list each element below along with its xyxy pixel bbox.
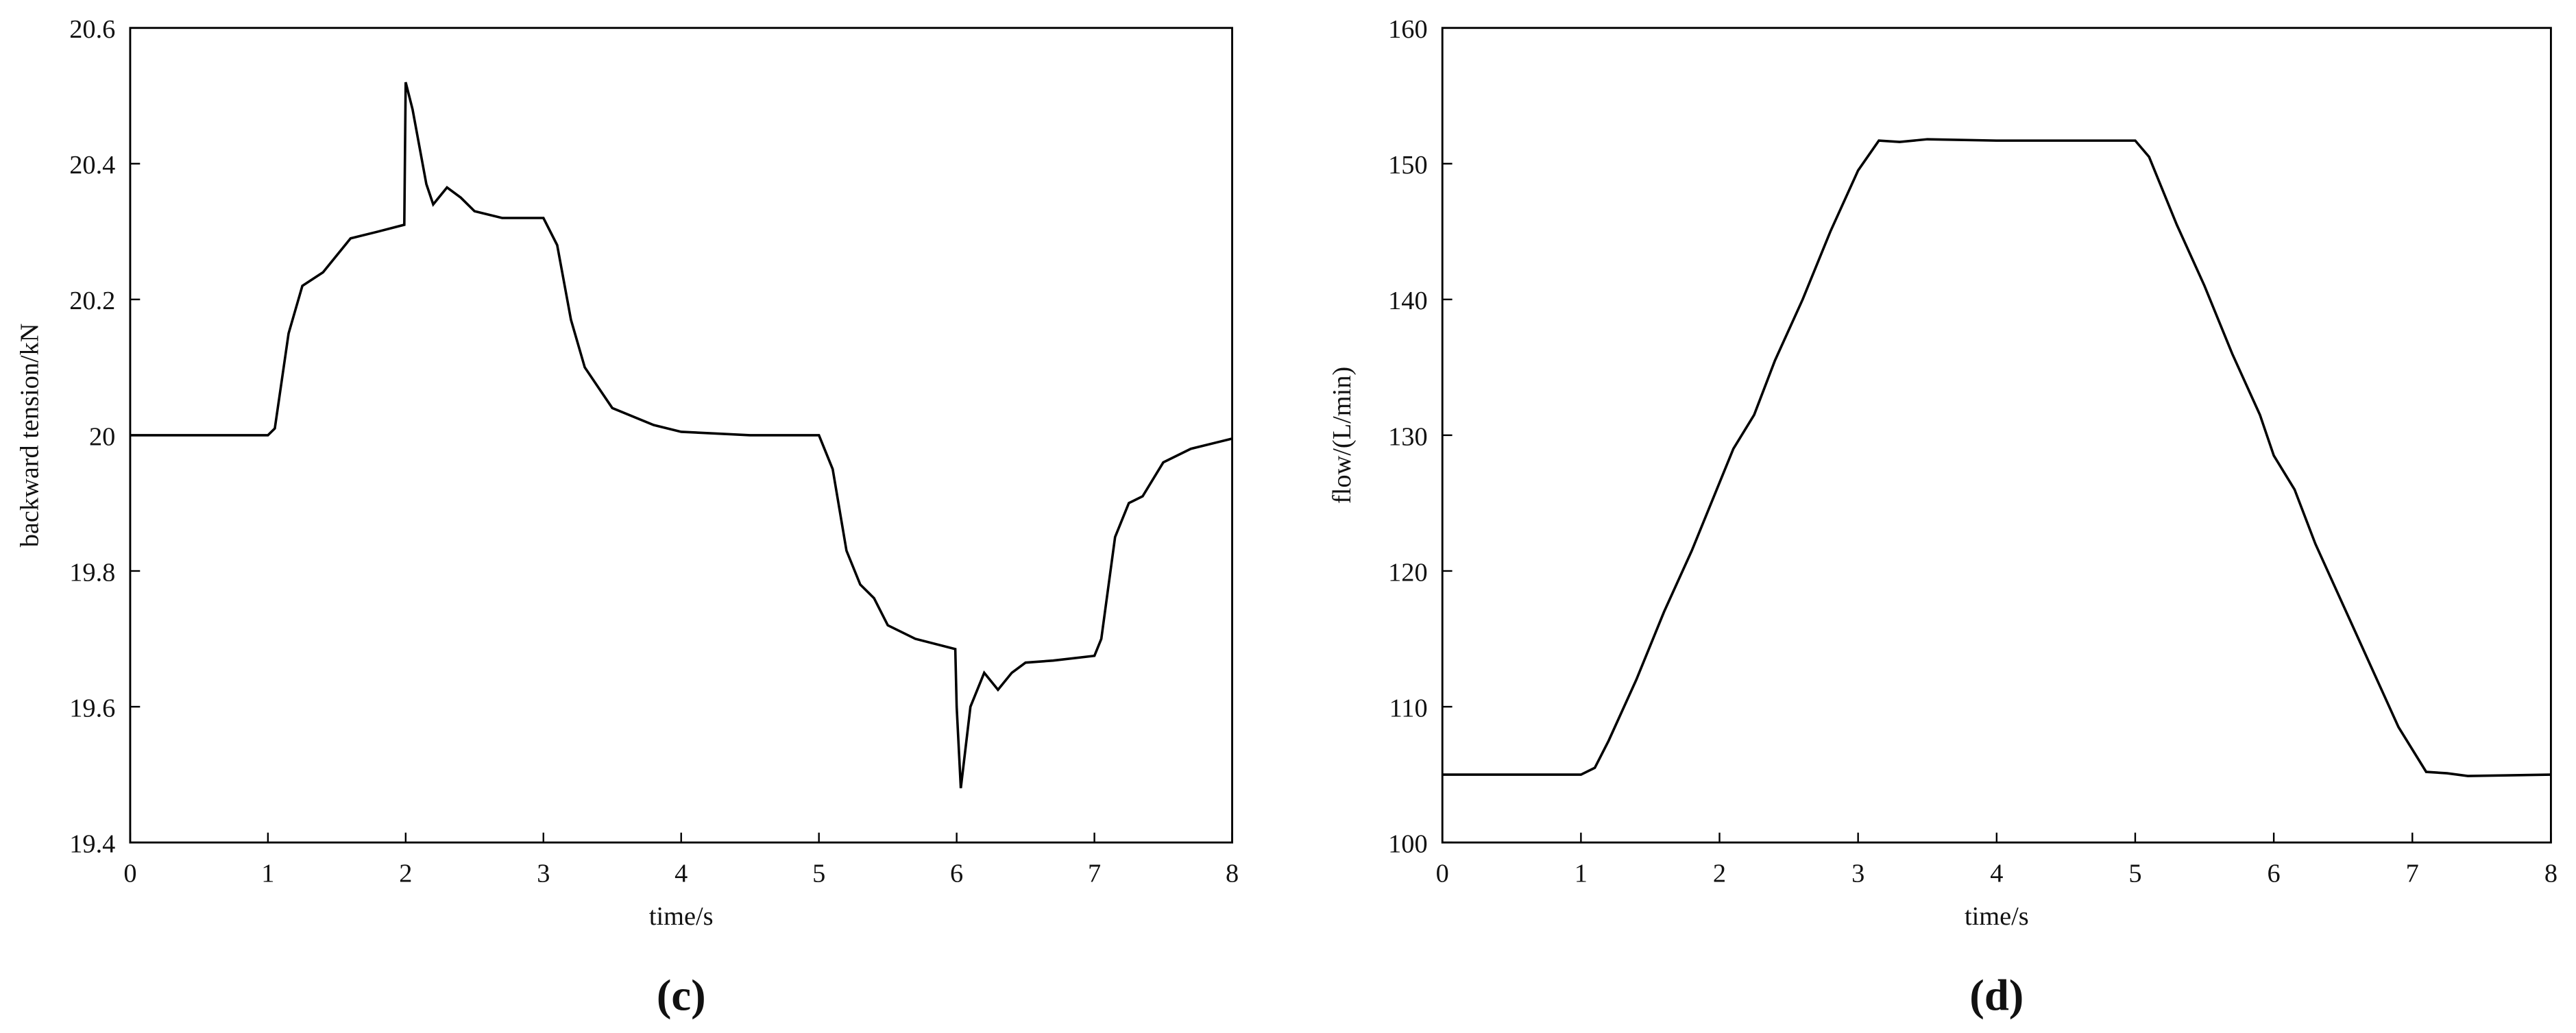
x-tick-label: 3 <box>537 860 550 888</box>
y-tick-label: 20.4 <box>69 151 115 180</box>
x-tick-label: 7 <box>2406 860 2419 888</box>
y-axis-label: backward tension/kN <box>16 324 45 548</box>
y-tick-label: 120 <box>1388 558 1428 587</box>
x-axis-label: time/s <box>1965 902 2029 931</box>
x-tick-label: 4 <box>675 860 688 888</box>
x-tick-label: 2 <box>1713 860 1726 888</box>
x-tick-label: 0 <box>1436 860 1449 888</box>
data-line <box>1442 138 2551 777</box>
y-tick-label: 100 <box>1388 829 1428 858</box>
y-tick-label: 110 <box>1389 694 1428 722</box>
x-tick-label: 6 <box>950 860 963 888</box>
x-tick-label: 3 <box>1851 860 1864 888</box>
x-tick-label: 5 <box>2128 860 2141 888</box>
data-line <box>130 82 1232 789</box>
y-tick-label: 160 <box>1388 15 1428 44</box>
y-tick-label: 150 <box>1388 151 1428 180</box>
y-tick-label: 20.6 <box>69 15 115 44</box>
x-tick-label: 4 <box>1990 860 2003 888</box>
x-tick-label: 0 <box>123 860 136 888</box>
y-tick-label: 19.6 <box>69 694 115 722</box>
y-axis-label: flow/(L/min) <box>1328 367 1357 504</box>
y-tick-label: 140 <box>1388 287 1428 315</box>
plot-frame <box>129 27 1233 844</box>
panel-label: (c) <box>657 970 706 1020</box>
y-tick-label: 19.8 <box>69 558 115 587</box>
x-tick-label: 5 <box>812 860 825 888</box>
x-tick-label: 1 <box>261 860 274 888</box>
plot-frame <box>1441 27 2552 844</box>
y-tick-label: 19.4 <box>69 829 115 858</box>
x-tick-label: 8 <box>2544 860 2557 888</box>
x-tick-label: 1 <box>1575 860 1588 888</box>
x-tick-label: 2 <box>399 860 412 888</box>
x-tick-label: 6 <box>2268 860 2281 888</box>
x-tick-label: 7 <box>1088 860 1101 888</box>
x-axis-label: time/s <box>649 902 714 931</box>
x-tick-label: 8 <box>1226 860 1239 888</box>
y-tick-label: 20.2 <box>69 287 115 315</box>
panel-label: (d) <box>1969 970 2024 1020</box>
y-tick-label: 20 <box>89 422 115 451</box>
y-tick-label: 130 <box>1388 422 1428 451</box>
